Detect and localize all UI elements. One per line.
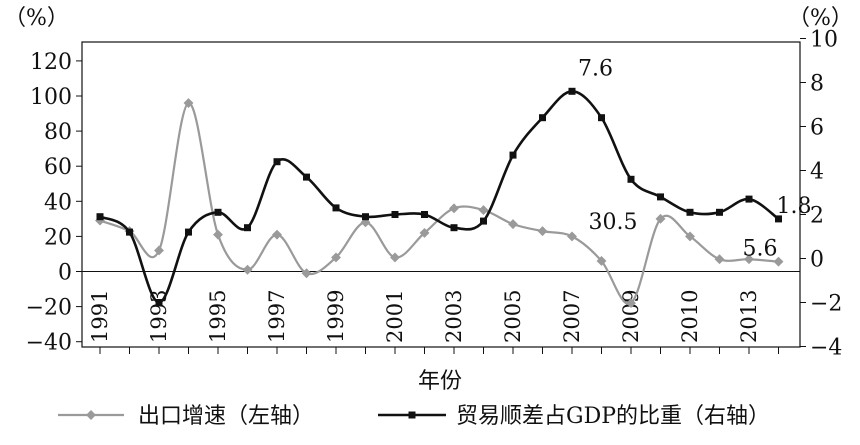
right-tick-label: 0: [810, 248, 824, 273]
trade-surplus-point: [332, 204, 340, 212]
legend-marker-surplus: [408, 411, 416, 419]
x-tick-label: 1995: [206, 290, 230, 343]
x-tick-label: 2007: [560, 290, 584, 343]
export-growth-point: [478, 205, 489, 216]
annotation-layer: 7.6 1.8 30.5 5.6: [578, 56, 812, 261]
trade-surplus-line: [99, 89, 780, 304]
legend-label-export: 出口增速（左轴）: [138, 404, 314, 429]
trade-surplus-point: [185, 228, 192, 236]
trade-surplus-point: [450, 224, 458, 232]
left-tick-label: 100: [30, 85, 72, 110]
export-growth-point: [390, 252, 400, 263]
export-growth-point: [183, 98, 194, 108]
trade-surplus-point: [303, 173, 310, 181]
right-tick-label: 2: [810, 204, 824, 229]
x-tick-label: 2009: [619, 290, 643, 343]
trade-surplus-point: [657, 193, 664, 201]
trade-surplus-point: [775, 215, 782, 223]
export-growth-point: [655, 213, 666, 224]
left-tick-label: 60: [44, 155, 72, 180]
x-axis: 1991 1993 1995 1997 1999 2001 2003 2005 2007 2009…: [88, 290, 779, 354]
trade-surplus-point: [686, 208, 694, 216]
trade-surplus-point: [421, 211, 428, 218]
trade-surplus-point: [391, 211, 399, 218]
export-growth-point: [596, 256, 607, 266]
right-tick-label: −4: [810, 336, 842, 361]
export-growth-point: [567, 231, 577, 242]
trade-surplus-point: [362, 213, 369, 221]
trade-surplus-point: [480, 217, 487, 225]
trade-surplus-point: [96, 213, 104, 221]
x-tick-label: 1999: [324, 290, 348, 343]
left-tick-label: 120: [30, 50, 72, 75]
trade-surplus-point: [273, 158, 281, 166]
x-tick-label: 1997: [265, 290, 289, 343]
data-label: 30.5: [589, 210, 638, 235]
export-growth-point: [301, 268, 312, 279]
right-tick-label: 6: [810, 116, 824, 141]
trade-surplus-point: [568, 87, 576, 95]
right-tick-label: 10: [810, 28, 838, 53]
trade-surplus-point: [745, 195, 753, 203]
right-axis: −4 −2 0 2 4 6 8 10: [800, 28, 842, 361]
trade-surplus-point: [155, 299, 163, 306]
export-growth-point: [242, 264, 253, 275]
right-tick-label: 4: [810, 160, 824, 185]
trade-surplus-point: [539, 114, 546, 122]
export-growth-point: [449, 203, 459, 214]
export-growth-point: [685, 231, 695, 242]
right-tick-label: 8: [810, 72, 824, 97]
export-growth-point: [626, 298, 636, 309]
right-axis-unit: （%）: [788, 6, 853, 31]
x-tick-label: 2013: [737, 290, 761, 343]
export-growth-point: [744, 254, 754, 265]
series-layer: [95, 87, 784, 309]
trade-surplus-point: [598, 114, 605, 122]
data-label: 5.6: [743, 237, 778, 262]
left-tick-label: 20: [44, 225, 72, 250]
export-growth-point: [213, 229, 223, 240]
export-growth-point: [773, 256, 784, 267]
x-tick-label: 1993: [147, 290, 171, 343]
right-tick-label: −2: [810, 292, 842, 317]
left-tick-label: 40: [44, 190, 72, 215]
trade-surplus-point: [716, 208, 723, 216]
left-tick-label: −20: [26, 296, 72, 321]
export-growth-point: [331, 252, 341, 263]
export-growth-point: [419, 227, 430, 238]
left-axis-unit: （%）: [4, 6, 69, 31]
trade-surplus-point: [627, 175, 635, 183]
export-growth-point: [508, 219, 518, 230]
data-label: 1.8: [777, 194, 812, 219]
legend-marker-export: [86, 410, 96, 420]
left-tick-label: −40: [26, 331, 72, 356]
export-growth-point: [154, 245, 164, 256]
plot-frame: [81, 41, 801, 348]
legend-label-surplus: 贸易顺差占GDP的比重（右轴）: [456, 404, 770, 429]
export-growth-point: [537, 226, 548, 237]
left-tick-label: 0: [58, 261, 72, 286]
x-tick-label: 2010: [678, 290, 702, 343]
x-tick-label: 1991: [88, 290, 112, 343]
export-growth-point: [272, 229, 282, 240]
legend: 出口增速（左轴） 贸易顺差占GDP的比重（右轴）: [58, 404, 770, 429]
x-axis-title: 年份: [418, 369, 462, 394]
x-tick-label: 2005: [501, 290, 525, 343]
x-tick-label: 2003: [442, 290, 466, 343]
data-label: 7.6: [578, 56, 613, 81]
x-tick-label: 2001: [383, 290, 407, 343]
export-growth-line: [99, 101, 779, 305]
trade-surplus-point: [244, 224, 251, 232]
left-axis: −40 −20 0 20 40 60 80 100 120: [26, 50, 82, 356]
export-growth-point: [714, 254, 725, 265]
trade-surplus-point: [509, 151, 517, 159]
left-tick-label: 80: [44, 120, 72, 145]
trade-surplus-point: [126, 228, 133, 236]
trade-surplus-point: [214, 208, 222, 216]
